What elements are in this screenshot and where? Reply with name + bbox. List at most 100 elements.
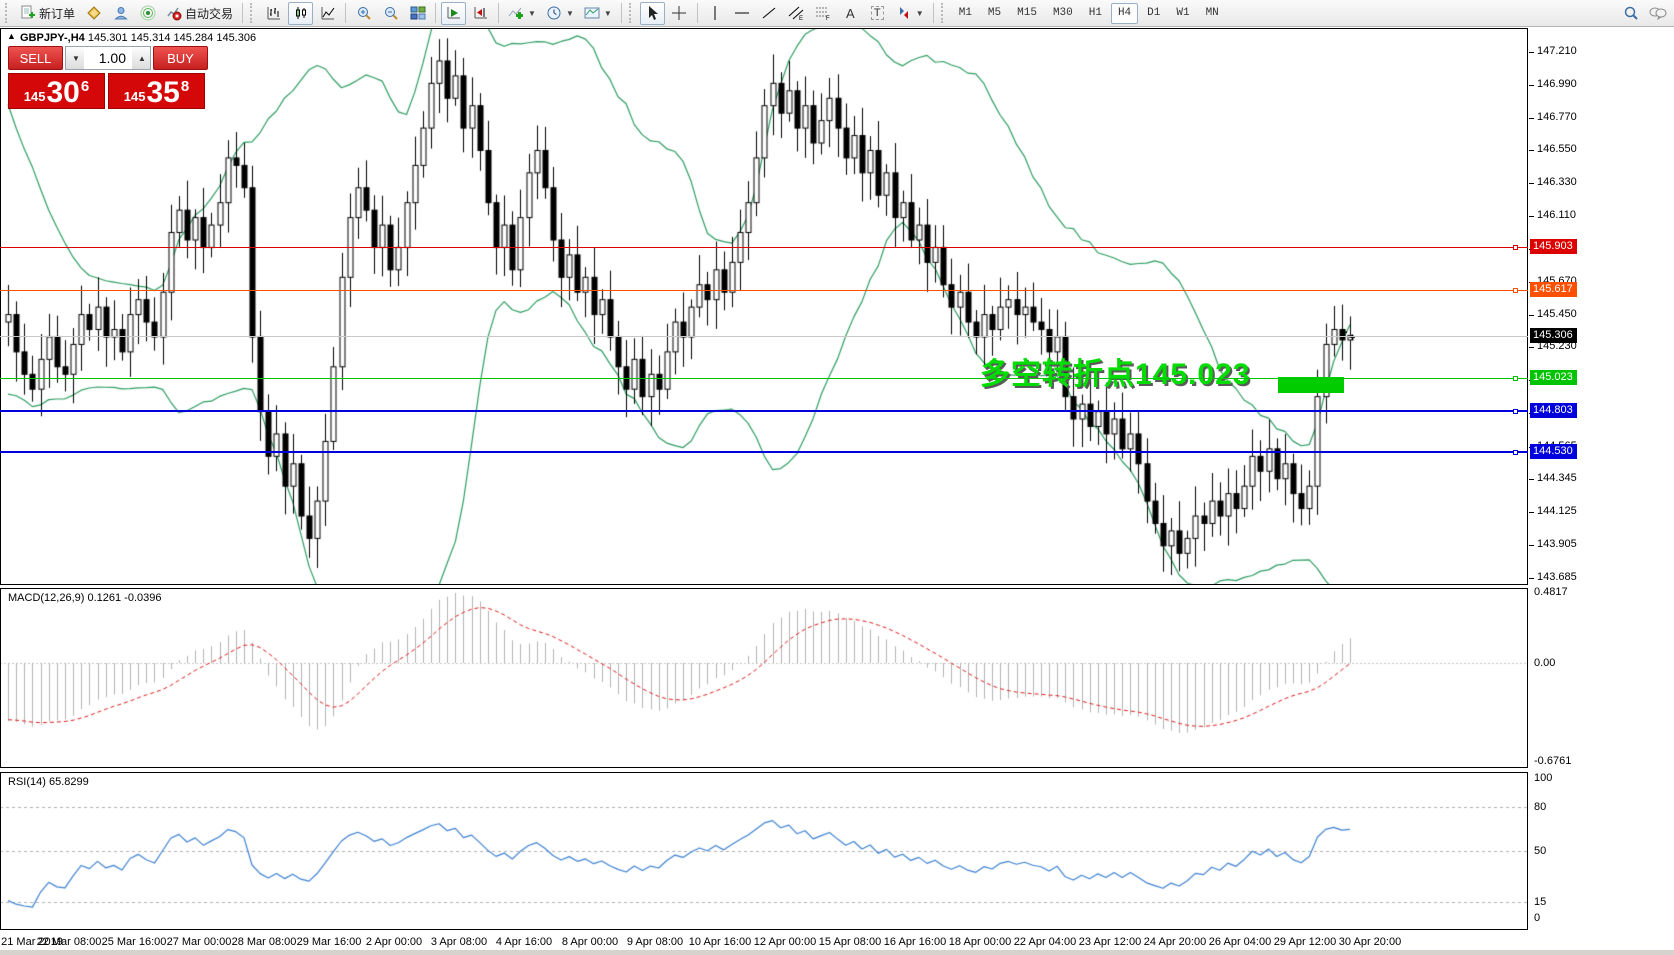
- vertical-line-button[interactable]: [703, 2, 728, 25]
- time-tick-label: 18 Apr 00:00: [948, 936, 1012, 948]
- price-line-144.803[interactable]: [0, 410, 1528, 412]
- timeframe-button-m5[interactable]: M5: [981, 3, 1008, 24]
- profile-button[interactable]: [108, 2, 133, 25]
- time-tick-label: 25 Mar 16:00: [101, 936, 167, 948]
- rsi-canvas[interactable]: [0, 772, 1528, 930]
- toolbar-grip[interactable]: [5, 3, 12, 23]
- time-tick-label: 8 Apr 00:00: [561, 936, 619, 948]
- periods-button[interactable]: ▼: [542, 2, 578, 25]
- market-watch-button[interactable]: [81, 2, 106, 25]
- fibonacci-button[interactable]: F: [811, 2, 836, 25]
- price-tick-mark: [1529, 118, 1534, 119]
- price-line-145.306[interactable]: [0, 336, 1528, 337]
- price-line-handle[interactable]: [1513, 450, 1518, 455]
- price-line-handle[interactable]: [1513, 288, 1518, 293]
- price-line-145.023[interactable]: [0, 378, 1528, 379]
- macd-tick-label: 0.4817: [1534, 586, 1568, 598]
- price-line-144.530[interactable]: [0, 451, 1528, 453]
- price-line-handle[interactable]: [1513, 376, 1518, 381]
- sell-price-box[interactable]: 145 30 6: [8, 73, 105, 109]
- new-order-label: 新订单: [39, 6, 76, 21]
- expand-panel-icon[interactable]: ▲: [7, 31, 16, 41]
- price-line-handle[interactable]: [1513, 245, 1518, 250]
- text-button[interactable]: A: [838, 2, 863, 25]
- time-tick-label: 26 Apr 04:00: [1208, 936, 1272, 948]
- volume-input[interactable]: [84, 47, 132, 69]
- buy-button[interactable]: BUY: [153, 46, 208, 70]
- dropdown-caret-icon: ▼: [915, 8, 924, 18]
- macd-tick-label: 0.00: [1534, 657, 1556, 669]
- clock-icon: [547, 6, 561, 20]
- volume-down-button[interactable]: ▼: [66, 47, 84, 69]
- price-tick-mark: [1529, 347, 1534, 348]
- timeframe-button-h1[interactable]: H1: [1082, 3, 1109, 24]
- price-tick-label: 146.550: [1537, 143, 1577, 155]
- timeframe-button-m30[interactable]: M30: [1046, 3, 1080, 24]
- price-tick-mark: [1529, 52, 1534, 53]
- macd-tick-label: -0.6761: [1534, 755, 1572, 767]
- zoom-out-button[interactable]: [378, 2, 403, 25]
- arrows-button[interactable]: ▼: [892, 2, 928, 25]
- line-chart-button[interactable]: [315, 2, 340, 25]
- price-marker-cross[interactable]: +: [1349, 332, 1356, 344]
- horizontal-line-button[interactable]: [730, 2, 755, 25]
- timeframe-button-h4[interactable]: H4: [1110, 2, 1139, 24]
- price-tick-mark: [1529, 216, 1534, 217]
- toolbar: 新订单: [0, 0, 1674, 27]
- timeframe-button-m15[interactable]: M15: [1010, 3, 1044, 24]
- profile-icon: [113, 7, 128, 20]
- volume-up-button[interactable]: ▲: [132, 47, 150, 69]
- timeframe-button-mn[interactable]: MN: [1199, 3, 1226, 24]
- price-marker-cross[interactable]: +: [1341, 327, 1348, 339]
- timeframe-button-m1[interactable]: M1: [952, 3, 979, 24]
- toolbar-grip[interactable]: [628, 3, 636, 23]
- time-tick-label: 3 Apr 08:00: [430, 936, 488, 948]
- indicators-button[interactable]: ▼: [504, 2, 540, 25]
- buy-price-big: 35: [146, 76, 180, 109]
- price-tick-mark: [1529, 150, 1534, 151]
- zoom-in-button[interactable]: [351, 2, 376, 25]
- toolbar-grip[interactable]: [940, 3, 948, 23]
- bar-chart-button[interactable]: [261, 2, 286, 25]
- price-tick-label: 147.210: [1537, 45, 1577, 57]
- tile-windows-button[interactable]: [405, 2, 430, 25]
- search-button[interactable]: [1618, 2, 1643, 25]
- price-line-handle[interactable]: [1513, 409, 1518, 414]
- candlestick-button[interactable]: [288, 1, 314, 25]
- macd-canvas[interactable]: [0, 588, 1528, 768]
- cursor-button[interactable]: [639, 1, 665, 25]
- templates-icon: [584, 7, 600, 19]
- buy-price-box[interactable]: 145 35 8: [108, 73, 205, 109]
- price-line-145.903[interactable]: [0, 247, 1528, 248]
- chat-button[interactable]: [1645, 2, 1671, 25]
- text-icon: A: [845, 5, 855, 21]
- auto-trading-button[interactable]: 自动交易: [162, 2, 237, 25]
- timeframe-group: M1 M5 M15 M30 H1 H4 D1 W1 MN: [951, 2, 1227, 24]
- one-click-trade-panel: SELL ▼ ▲ BUY 145 30 6 145 35 8: [8, 46, 208, 109]
- chart-annotation-text[interactable]: 多空转折点145.023: [980, 358, 1251, 391]
- time-tick-label: 9 Apr 08:00: [626, 936, 684, 948]
- auto-scroll-button[interactable]: [441, 1, 467, 25]
- trendline-button[interactable]: [757, 2, 782, 25]
- timeframe-button-w1[interactable]: W1: [1169, 3, 1196, 24]
- new-order-button[interactable]: 新订单: [16, 2, 79, 25]
- price-line-145.617[interactable]: [0, 290, 1528, 291]
- time-tick-label: 15 Apr 08:00: [818, 936, 882, 948]
- signal-icon: [140, 5, 156, 21]
- timeframe-button-d1[interactable]: D1: [1140, 3, 1167, 24]
- new-order-icon: [21, 5, 35, 19]
- price-tick-label: 144.345: [1537, 472, 1577, 484]
- text-label-button[interactable]: T: [865, 2, 890, 25]
- main-chart-canvas[interactable]: [0, 28, 1528, 585]
- signals-button[interactable]: [135, 2, 160, 25]
- crosshair-button[interactable]: [667, 2, 692, 25]
- templates-button[interactable]: ▼: [580, 2, 616, 25]
- equidistant-channel-button[interactable]: E: [784, 2, 809, 25]
- sell-button[interactable]: SELL: [8, 46, 63, 70]
- toolbar-separator: [242, 3, 244, 23]
- toolbar-grip[interactable]: [250, 3, 257, 23]
- highlight-rectangle[interactable]: [1278, 377, 1344, 393]
- price-tick-mark: [1529, 545, 1534, 546]
- chart-shift-button[interactable]: [468, 2, 493, 25]
